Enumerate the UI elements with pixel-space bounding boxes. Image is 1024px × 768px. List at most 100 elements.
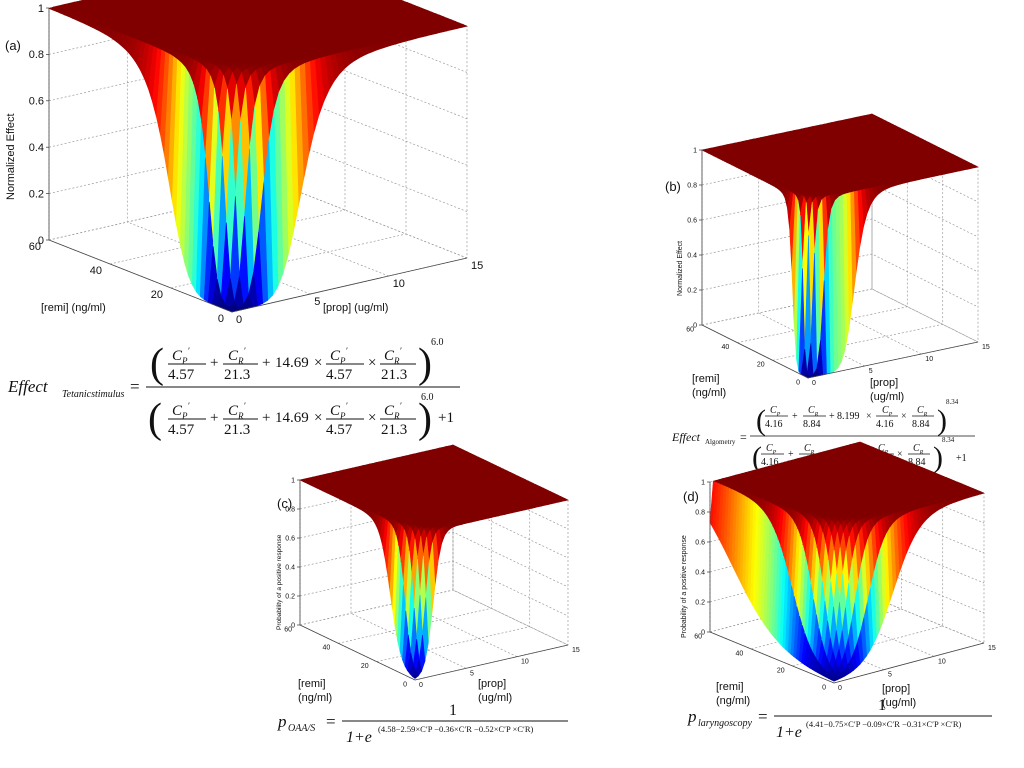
eq-a-exp1: 6.0 (431, 337, 444, 348)
panel-label-b: (b) (665, 179, 681, 194)
z-tick-label: 0.6 (285, 536, 295, 543)
eq-lhs-d: p (687, 707, 697, 726)
z-tick-label: 0 (38, 235, 44, 247)
x-tick-label: 15 (982, 344, 990, 351)
x-tick-label: 10 (521, 659, 529, 666)
z-tick-label: 0.8 (695, 510, 705, 517)
xlabel-b-line2: (ug/ml) (870, 391, 904, 403)
eq-a-exp2: 6.0 (421, 392, 434, 403)
z-tick-label: 0.6 (695, 540, 705, 547)
z-tick-label: 0.4 (29, 142, 44, 154)
surface-mesh (299, 444, 569, 679)
y-tick-label: 40 (736, 650, 744, 657)
surface-mesh (709, 441, 985, 682)
eq-a-coef: 14.69 (275, 355, 309, 371)
xlabel-b-line1: [prop] (870, 377, 898, 389)
x-tick-label: 5 (314, 296, 320, 308)
svg-text:×: × (314, 355, 322, 371)
surface-mesh (48, 0, 468, 313)
panel-label-c: (c) (277, 496, 292, 511)
svg-text:×: × (866, 411, 872, 422)
y-tick-label: 0 (403, 681, 407, 688)
axis-lines (701, 324, 979, 379)
y-tick-label: 60 (686, 326, 694, 333)
eq-a-num2: 21.3 (224, 367, 250, 383)
svg-text:+: + (210, 355, 218, 371)
eq-lhs-sub-d: laryngoscopy (698, 718, 752, 729)
zlabel-a: Normalized Effect (5, 113, 17, 200)
y-tick-label: 20 (151, 289, 163, 301)
svg-text:+: + (788, 449, 794, 460)
svg-text:×: × (901, 411, 907, 422)
z-tick-label: 0.2 (29, 188, 44, 200)
axis-lines (48, 239, 468, 313)
eq-d-exponent: (4.41−0.75×C′P −0.09×C′R −0.31×C′P ×C′R) (806, 719, 962, 729)
eq-b-exp2: 8.34 (942, 436, 955, 444)
eq-d-numerator: 1 (878, 697, 886, 714)
svg-text:+: + (262, 410, 270, 426)
svg-text:CR′: CR′ (228, 401, 247, 421)
x-tick-label: 15 (988, 645, 996, 652)
z-tick-label: 1 (291, 477, 295, 484)
zlabel-d: Probability of a positive response (681, 535, 688, 638)
svg-text:×: × (368, 355, 376, 371)
x-tick-label: 15 (572, 647, 580, 654)
svg-text:): ) (418, 341, 432, 387)
ylabel-c-line1: [remi] (298, 678, 326, 690)
xlabel-c-line2: (ug/ml) (478, 692, 512, 704)
svg-text:×: × (314, 410, 322, 426)
eq-lhs-a: Effect (7, 377, 49, 396)
eq-c-numerator: 1 (449, 702, 457, 719)
axis-lines (709, 631, 985, 684)
svg-text:CP′: CP′ (172, 346, 191, 366)
z-tick-label: 0.2 (285, 594, 295, 601)
eq-a-den4: 21.3 (381, 422, 407, 438)
ylabel-d-line2: (ng/ml) (716, 695, 750, 707)
zlabel-c: Probability of a positive response (276, 534, 283, 630)
ylabel-b-line1: [remi] (692, 373, 720, 385)
eq-lhs-b: Effect (671, 430, 701, 444)
x-tick-label: 5 (888, 672, 892, 679)
z-tick-label: 1 (38, 3, 44, 15)
y-tick-label: 0 (218, 313, 224, 325)
eq-c-exponent: (4.58−2.59×C′P −0.36×C′R −0.52×C′P ×C′R) (378, 724, 534, 734)
z-tick-label: 0.8 (29, 49, 44, 61)
zlabel-b: Normalized Effect (677, 241, 684, 296)
panel-label-d: (d) (683, 489, 699, 504)
xlabel-d-line2: (ug/ml) (882, 697, 916, 709)
y-tick-label: 0 (822, 684, 826, 691)
equation-c: p OAA/S = 1 1+e (4.58−2.59×C′P −0.36×C′R… (277, 702, 568, 746)
eq-b-coef: 8.199 (837, 411, 860, 422)
eq-lhs-sub-b: Algometry (705, 438, 736, 446)
eq-b-plus-one: +1 (956, 453, 967, 464)
eq-a-den1: 4.57 (168, 422, 195, 438)
x-tick-label: 0 (236, 314, 242, 326)
ylabel-d-line1: [remi] (716, 681, 744, 693)
y-tick-label: 0 (796, 379, 800, 386)
svg-text:(: ( (148, 396, 162, 442)
svg-text:CR′: CR′ (384, 401, 403, 421)
svg-text:): ) (937, 404, 947, 437)
y-tick-label: 60 (29, 241, 41, 253)
svg-text:×: × (368, 410, 376, 426)
panel-label-a: (a) (5, 38, 21, 53)
y-tick-label: 40 (323, 645, 331, 652)
eq-lhs-c: p (277, 712, 287, 731)
eq-a-num4: 21.3 (381, 367, 407, 383)
ylabel-b-line2: (ng/ml) (692, 387, 726, 399)
eq-a-den-coef: 14.69 (275, 410, 309, 426)
x-tick-label: 0 (812, 380, 816, 387)
svg-text:CR′: CR′ (228, 346, 247, 366)
xlabel-d-line1: [prop] (882, 683, 910, 695)
y-tick-label: 60 (694, 633, 702, 640)
eq-d-denom-base: 1+e (776, 724, 802, 741)
z-tick-label: 0.2 (687, 287, 697, 294)
ylabel-c-line2: (ng/ml) (298, 692, 332, 704)
eq-b-num4: 8.84 (912, 419, 930, 430)
x-tick-label: 10 (938, 658, 946, 665)
